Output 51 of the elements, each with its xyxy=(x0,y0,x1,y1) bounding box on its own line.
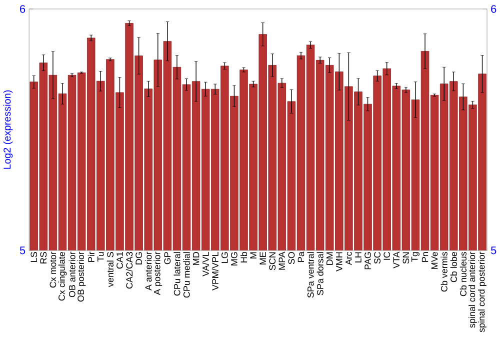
x-tick-label: OB anterior xyxy=(68,252,76,298)
x-tick-label: DM xyxy=(326,252,333,265)
x-tick-label: Hb xyxy=(240,252,248,262)
x-tick-label: Pir xyxy=(88,252,94,262)
x-tick-label: A posterior xyxy=(154,252,162,295)
x-tick-label: MD xyxy=(192,252,200,265)
x-tick-label: Arc xyxy=(346,252,352,265)
x-tick-label: ventral S xyxy=(106,252,114,287)
x-tick-label: CA2/CA3 xyxy=(126,252,133,288)
x-tick-label: SC xyxy=(374,252,380,264)
x-tick-label: A anterior xyxy=(145,252,152,290)
y2-tick-label: 5 xyxy=(490,246,496,254)
x-tick-label: Cx motor xyxy=(50,252,56,288)
x-tick-label: MG xyxy=(231,252,238,266)
x-tick-label: SPa dorsal xyxy=(316,252,324,296)
x-tick-label: LG xyxy=(221,252,228,263)
x-tick-label: VMH xyxy=(336,252,342,272)
x-tick-label: Cb vermis xyxy=(440,252,448,292)
x-tick-label: MPA xyxy=(278,252,286,270)
x-tick-label: VPM/VPL xyxy=(212,252,218,290)
x-tick-label: SCN xyxy=(269,252,276,270)
x-tick-label: VTA xyxy=(393,252,400,268)
x-tick-label: Tu xyxy=(98,252,104,262)
x-tick-label: GP xyxy=(164,252,171,264)
x-tick-label: CPu lateral xyxy=(174,252,180,296)
x-tick-label: Pn xyxy=(422,252,428,262)
x-tick-label: SO xyxy=(288,252,295,264)
x-tick-label: spinal cord posterior xyxy=(478,252,486,332)
y-axis-title: Log2 (expression) xyxy=(3,90,13,169)
x-tick-label: Cb lobe xyxy=(450,252,457,282)
x-tick-label: Cb nucleus xyxy=(460,252,466,296)
x-tick-label: Tg xyxy=(411,252,420,262)
x-tick-label: RS xyxy=(40,252,47,264)
y2-tick-label: 6 xyxy=(491,5,496,13)
x-tick-label: CA1 xyxy=(116,252,123,269)
x-tick-label: Cx cingulate xyxy=(58,252,67,300)
x-tick-label: M xyxy=(250,252,256,258)
x-tick-label: CPu medial xyxy=(183,252,190,298)
x-tick-label: ME xyxy=(260,252,266,264)
x-tick-label: Pa xyxy=(298,252,304,262)
x-tick-label: OB posterior xyxy=(77,252,86,302)
x-tick-label: DG xyxy=(136,252,142,264)
x-tick-label: PAG xyxy=(364,252,371,270)
x-tick-label: SN xyxy=(402,252,410,264)
x-tick-label: LS xyxy=(30,252,38,262)
x-tick-label: spinal cord anterior xyxy=(468,252,477,328)
x-tick-label: SPa ventral xyxy=(307,252,314,298)
x-tick-label: IC xyxy=(384,252,390,260)
x-tick-label: LH xyxy=(355,252,362,262)
x-tick-label: MVe xyxy=(431,252,438,269)
x-tick-label: VA/VL xyxy=(202,252,209,276)
